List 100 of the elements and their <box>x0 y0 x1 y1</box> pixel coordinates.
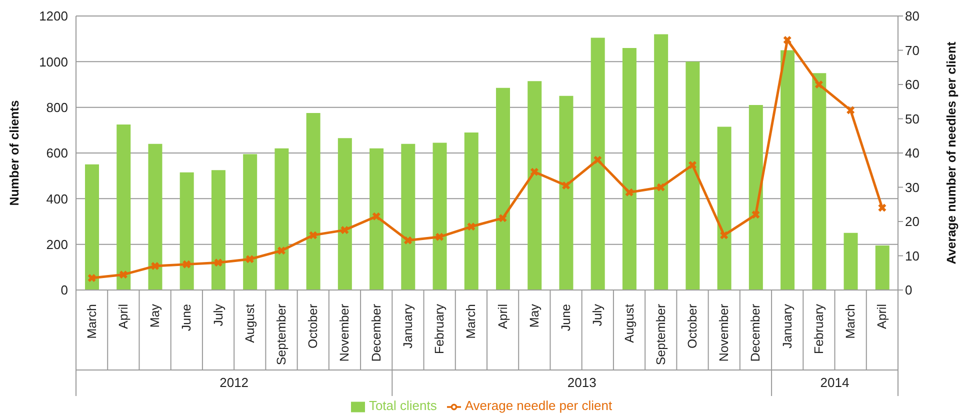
y-tick-label: 800 <box>46 100 68 115</box>
y-tick-label: 1000 <box>39 54 68 70</box>
point <box>182 260 191 268</box>
point <box>688 160 696 169</box>
point <box>752 210 760 219</box>
x-tick-label: May <box>148 303 162 328</box>
x-tick-label: April <box>116 304 130 330</box>
bar <box>148 144 162 290</box>
x-tick-label: December <box>748 304 763 362</box>
x-tick-label: May <box>527 303 542 328</box>
point <box>562 182 570 190</box>
bar <box>559 96 574 290</box>
point <box>372 212 380 220</box>
bar <box>654 34 668 290</box>
legend-label: Average needle per client <box>464 398 612 413</box>
x-tick-label: June <box>559 304 574 332</box>
bar <box>338 138 352 290</box>
x-tick-label: June <box>180 304 194 332</box>
bar <box>432 142 447 290</box>
bar <box>812 73 826 290</box>
point <box>467 222 476 231</box>
y2-tick-label: 60 <box>905 77 920 92</box>
bar <box>590 38 605 290</box>
bar <box>243 154 258 290</box>
bar <box>274 148 289 290</box>
point <box>246 255 254 264</box>
y2-axis-title: Average number of needles per client <box>944 40 958 264</box>
y2-tick-label: 0 <box>905 282 912 298</box>
point <box>530 168 538 176</box>
bar <box>717 126 732 290</box>
x-tick-label: April <box>875 304 890 330</box>
point <box>846 106 855 114</box>
point <box>404 236 412 244</box>
bar <box>370 148 384 290</box>
bar <box>180 172 194 290</box>
bar <box>401 144 416 290</box>
y2-tick-label: 20 <box>905 214 920 230</box>
x-tick-label: December <box>369 304 384 362</box>
y-tick-label: 400 <box>46 191 68 206</box>
legend-label: Total clients <box>368 398 437 413</box>
point <box>309 231 318 240</box>
point <box>278 246 286 255</box>
bar <box>528 81 542 290</box>
text: 2013 <box>567 375 596 390</box>
x-tick-label: February <box>812 303 826 354</box>
point <box>625 188 634 196</box>
x-tick-label: September <box>274 304 288 366</box>
y-tick-label: 200 <box>46 236 68 252</box>
x-tick-label: October <box>686 304 700 348</box>
point <box>151 262 160 270</box>
point <box>720 231 728 240</box>
y-axis-title: Number of clients <box>7 100 22 206</box>
x-tick-label: March <box>844 304 858 339</box>
x-tick-label: July <box>590 303 605 326</box>
x-tick-label: November <box>717 304 732 362</box>
point <box>119 270 128 279</box>
point <box>88 274 96 282</box>
y2-tick-label: 30 <box>905 180 920 195</box>
point <box>340 226 349 234</box>
x-tick-label: October <box>306 304 320 348</box>
bar <box>464 132 478 290</box>
y2-tick-label: 10 <box>905 248 920 264</box>
point <box>214 258 222 267</box>
bar <box>622 48 636 290</box>
x-tick-label: September <box>654 304 668 366</box>
x-tick-label: November <box>338 304 352 362</box>
x-tick-label: March <box>84 304 99 339</box>
y-tick-label: 600 <box>46 146 68 161</box>
point <box>436 232 444 241</box>
y-tick-label: 1200 <box>39 8 68 24</box>
bar <box>85 164 99 290</box>
y2-tick-label: 50 <box>905 111 920 126</box>
x-tick-label: January <box>780 303 794 348</box>
y-tick-label: 0 <box>60 282 68 298</box>
x-tick-label: January <box>400 303 415 348</box>
point <box>656 183 665 192</box>
x-tick-label: August <box>622 303 636 343</box>
x-tick-label: July <box>211 303 226 326</box>
x-tick-label: March <box>464 304 478 339</box>
bar <box>686 62 700 290</box>
point <box>878 204 886 212</box>
y2-tick-label: 70 <box>905 42 920 58</box>
x-tick-label: April <box>496 304 510 330</box>
bar <box>116 124 131 290</box>
point <box>594 156 602 164</box>
bar <box>496 88 510 290</box>
y2-tick-label: 40 <box>905 146 920 161</box>
point <box>783 36 792 44</box>
bar <box>306 113 320 290</box>
y2-tick-label: 80 <box>905 8 920 24</box>
bar <box>875 245 890 290</box>
x-tick-label: February <box>432 303 447 354</box>
bar <box>211 170 226 290</box>
text: 2012 <box>220 375 249 390</box>
x-tick-label: August <box>242 303 257 343</box>
bar <box>748 105 763 290</box>
point <box>814 80 823 88</box>
bar <box>780 50 795 290</box>
point <box>498 214 507 222</box>
bar <box>844 232 858 290</box>
